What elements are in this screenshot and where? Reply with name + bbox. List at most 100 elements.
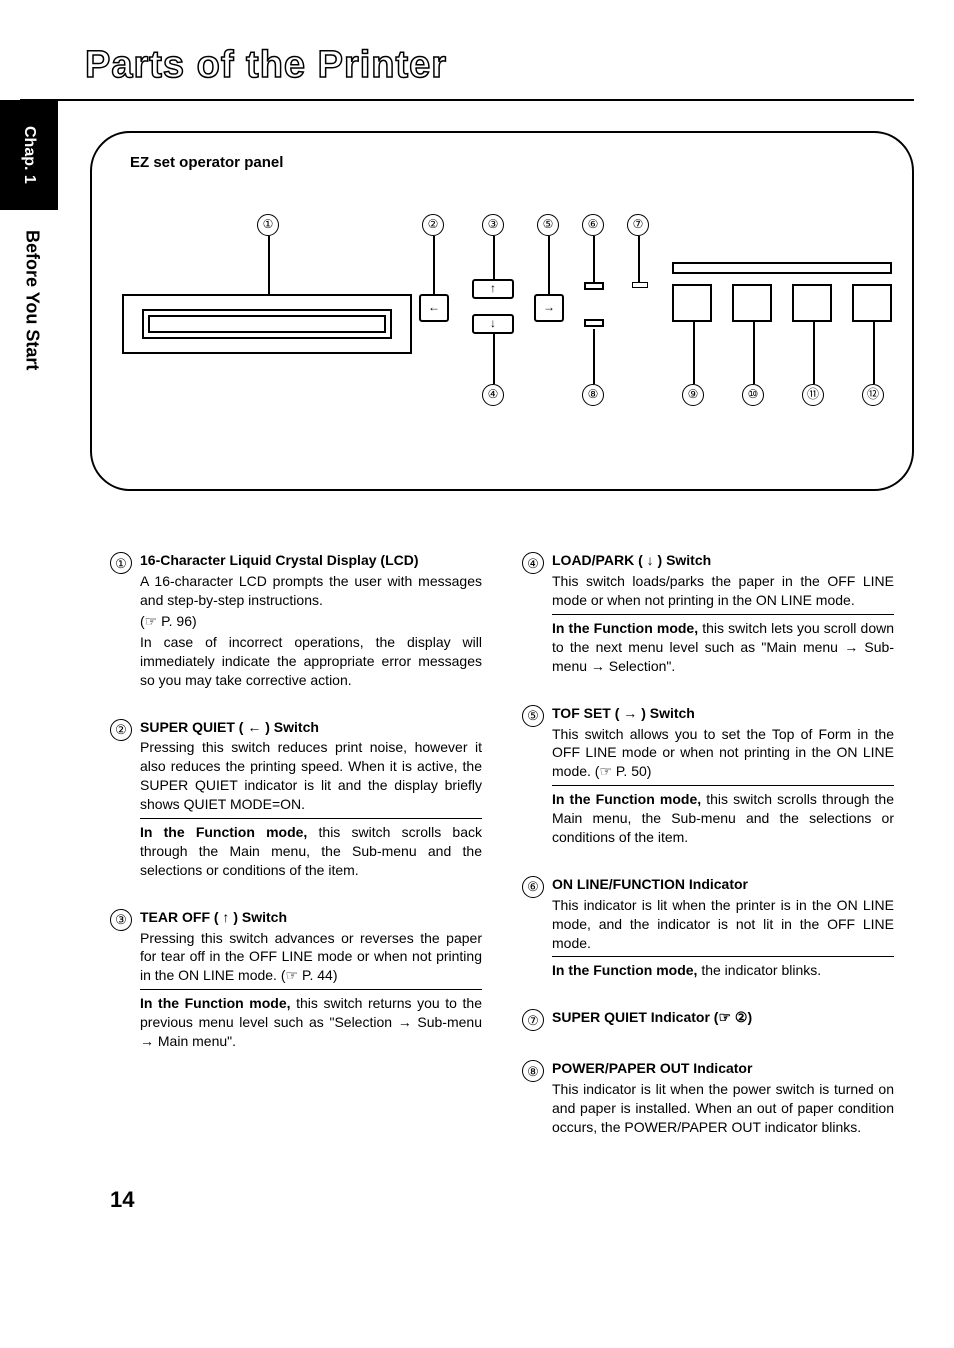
callout-4: ④ [482,384,504,406]
left-arrow-button: ← [419,294,449,322]
callout-line [593,236,595,284]
callout-line [493,236,495,281]
callout-line [593,329,595,384]
page-number: 14 [110,1185,914,1215]
callout-line [873,322,875,384]
item-number: ② [110,719,132,741]
item-text: In the Function mode, this switch return… [140,994,482,1051]
item-body: 16-Character Liquid Crystal Display (LCD… [140,551,482,689]
description-item: ⑤ TOF SET ( → ) Switch This switch allows … [522,704,894,847]
description-item: ① 16-Character Liquid Crystal Display (LC… [110,551,482,689]
item-body: POWER/PAPER OUT Indicator This indicator … [552,1059,894,1137]
indicator-box [852,284,892,322]
operator-panel-figure: EZ set operator panel ① ② ③ ⑤ ⑥ ⑦ [90,131,914,491]
callout-line [268,236,270,294]
callout-9: ⑨ [682,384,704,406]
down-arrow-button: ↓ [472,314,514,334]
item-title: TOF SET ( → ) Switch [552,704,894,723]
item-text: This indicator is lit when the power swi… [552,1080,894,1137]
callout-12: ⑫ [862,384,884,406]
description-item: ⑥ ON LINE/FUNCTION IndicatorThis indicato… [522,875,894,980]
callout-line [753,322,755,384]
item-number: ⑧ [522,1060,544,1082]
item-title: LOAD/PARK ( ↓ ) Switch [552,551,894,570]
callout-6: ⑥ [582,214,604,236]
item-number: ⑥ [522,876,544,898]
callout-line [493,334,495,384]
right-arrow-button: → [534,294,564,322]
item-text: A 16-character LCD prompts the user with… [140,572,482,610]
panel-diagram: ① ② ③ ⑤ ⑥ ⑦ ← [112,214,892,474]
item-number: ③ [110,909,132,931]
item-title: POWER/PAPER OUT Indicator [552,1059,894,1078]
callout-line [433,236,435,294]
up-arrow-button: ↑ [472,279,514,299]
callout-2: ② [422,214,444,236]
callout-8: ⑧ [582,384,604,406]
indicator-rect [584,282,604,290]
item-title: SUPER QUIET Indicator (☞ ②) [552,1008,894,1027]
indicator-box [792,284,832,322]
item-divider [140,989,482,990]
item-text: This switch loads/parks the paper in the… [552,572,894,610]
item-title: ON LINE/FUNCTION Indicator [552,875,894,894]
item-text: Pressing this switch reduces print noise… [140,738,482,814]
title-rule [20,99,914,101]
chapter-tab: Chap. 1 [0,100,58,210]
arrow-right-icon: → [543,299,555,315]
item-body: TEAR OFF ( ↑ ) Switch Pressing this switc… [140,908,482,1051]
item-text: In case of incorrect operations, the dis… [140,633,482,690]
item-body: LOAD/PARK ( ↓ ) Switch This switch loads/… [552,551,894,675]
description-item: ④ LOAD/PARK ( ↓ ) Switch This switch loads… [522,551,894,675]
callout-7: ⑦ [627,214,649,236]
callout-10: ⑩ [742,384,764,406]
arrow-down-icon: ↓ [490,315,496,331]
item-body: SUPER QUIET ( ← ) SwitchPressing this sw… [140,718,482,880]
item-text: In the Function mode, this switch scroll… [552,790,894,847]
item-number: ⑦ [522,1009,544,1031]
arrow-left-icon: ← [428,299,440,315]
description-item: ⑦ SUPER QUIET Indicator (☞ ②) [522,1008,894,1031]
item-divider [552,785,894,786]
item-text: In the Function mode, this switch scroll… [140,823,482,880]
indicator-dot [632,282,648,288]
callout-line [548,236,550,294]
callout-line [638,236,640,284]
callout-1: ① [257,214,279,236]
callout-line [813,322,815,384]
page-title: Parts of the Printer [85,40,914,91]
item-divider [552,956,894,957]
lcd-outer [122,294,412,354]
item-title: TEAR OFF ( ↑ ) Switch [140,908,482,927]
item-divider [552,614,894,615]
indicator-rect [584,319,604,327]
indicator-box [732,284,772,322]
item-text: In the Function mode, this switch lets y… [552,619,894,676]
callout-5: ⑤ [537,214,559,236]
item-body: TOF SET ( → ) Switch This switch allows y… [552,704,894,847]
chapter-tab-label: Chap. 1 [18,126,40,184]
lcd-inner [142,309,392,339]
description-item: ⑧ POWER/PAPER OUT Indicator This indicator… [522,1059,894,1137]
indicator-box [672,284,712,322]
panel-title: EZ set operator panel [130,153,892,173]
indicator-frame-top [672,262,892,274]
item-title: 16-Character Liquid Crystal Display (LCD… [140,551,482,570]
right-column: ④ LOAD/PARK ( ↓ ) Switch This switch loads… [522,551,894,1165]
item-body: SUPER QUIET Indicator (☞ ②) [552,1008,894,1031]
item-text: This switch allows you to set the Top of… [552,725,894,782]
item-body: ON LINE/FUNCTION IndicatorThis indicator… [552,875,894,980]
lcd-window [148,315,386,333]
item-number: ④ [522,552,544,574]
item-number: ① [110,552,132,574]
arrow-up-icon: ↑ [490,280,496,296]
item-number: ⑤ [522,705,544,727]
callout-11: ⑪ [802,384,824,406]
description-item: ③ TEAR OFF ( ↑ ) Switch Pressing this swit… [110,908,482,1051]
item-divider [140,818,482,819]
item-title: SUPER QUIET ( ← ) Switch [140,718,482,737]
description-item: ② SUPER QUIET ( ← ) SwitchPressing this s… [110,718,482,880]
callout-line [693,322,695,384]
item-ref: (☞ P. 96) [140,612,482,631]
item-text: Pressing this switch advances or reverse… [140,929,482,986]
